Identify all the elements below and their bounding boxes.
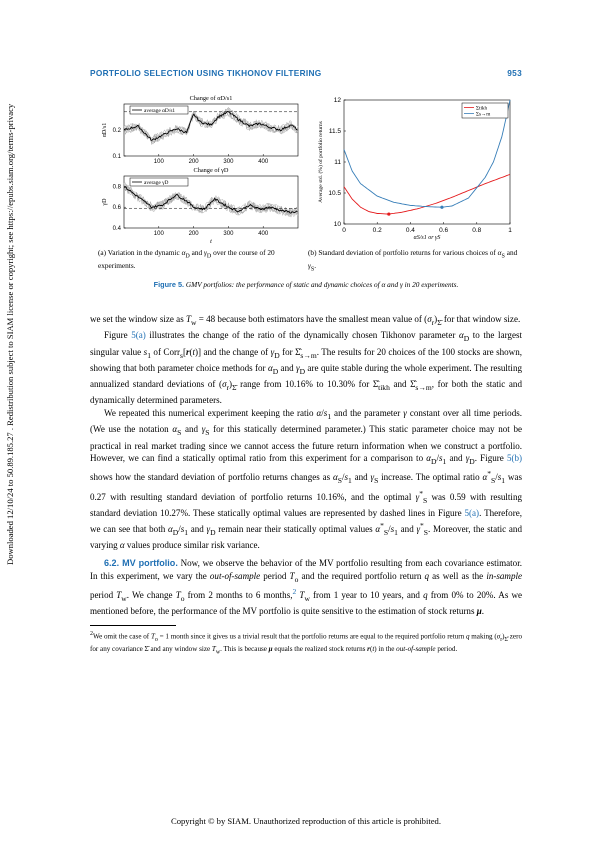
subcaption-a: (a) Variation in the dynamic αD and γD o… <box>98 248 275 271</box>
x-tick-label-1-2: 300 <box>223 231 234 237</box>
paragraph-3: We repeated this numerical experiment ke… <box>90 407 523 550</box>
figure-caption: Figure 5. GMV portfolios: the performanc… <box>90 280 522 289</box>
experiment-line-1-2 <box>123 187 299 216</box>
x-tick-label-0-0: 100 <box>154 159 165 165</box>
section-heading: 6.2. MV portfolio. <box>104 558 178 569</box>
plot-frame-1 <box>123 175 299 229</box>
y-axis-label-b: Average std. (%) of portfolio returns <box>317 121 324 203</box>
figure-5: Change of αD/s1 100 200 300 400 0.1 0.2 average… <box>90 92 522 292</box>
y-tick-label-b-3: 11.5 <box>329 128 342 135</box>
x-tick-label-1-0: 100 <box>154 231 165 237</box>
y-axis-label-0: αD/s1 <box>102 123 108 137</box>
plot-title-1: Change of γD <box>194 167 229 174</box>
x-axis-label-1: t <box>210 238 212 245</box>
plot-frame-b <box>343 99 511 225</box>
legend-box-0 <box>129 105 189 115</box>
series-line-1 <box>343 99 511 208</box>
x-tick-label-0-2: 300 <box>223 159 234 165</box>
x-tick-label-b-2: 0.4 <box>406 227 415 234</box>
y-tick-label-1-1: 0.6 <box>113 205 122 211</box>
legend-box-b <box>461 102 509 119</box>
legend-label-b-1: Σs→m <box>476 112 490 118</box>
copyright-notice: Copyright © by SIAM. Unauthorized reprod… <box>170 816 442 826</box>
paragraph-4: 6.2. MV portfolio. Now, we observe the b… <box>90 558 523 617</box>
body-text: we set the window size as Tw = 48 becaus… <box>90 313 522 618</box>
x-tick-label-0-3: 400 <box>258 159 269 165</box>
y-tick-label-1-2: 0.8 <box>113 184 122 190</box>
running-header: PORTFOLIO SELECTION USING TIKHONOV FILTE… <box>90 68 522 78</box>
legend-label-1: average γD <box>144 180 168 186</box>
experiment-line-1-4 <box>123 185 299 218</box>
legend-label-0: average αD/s1 <box>144 108 175 114</box>
paragraph-1: we set the window size as Tw = 48 becaus… <box>90 314 521 327</box>
x-tick-label-b-3: 0.6 <box>439 227 448 234</box>
y-tick-label-0-0: 0.1 <box>113 154 122 160</box>
y-tick-label-0-1: 0.2 <box>113 128 122 134</box>
figure-caption-text: GMV portfolios: the performance of stati… <box>185 280 459 289</box>
y-axis-label-1: γD <box>102 198 108 207</box>
plot-title-0: Change of αD/s1 <box>190 95 233 102</box>
optimum-marker-0 <box>387 212 391 216</box>
x-axis-label-b: αS/s1 or γS <box>414 235 441 241</box>
average-line-1 <box>124 186 298 214</box>
x-tick-label-b-0: 0 <box>342 227 346 234</box>
x-tick-label-b-4: 0.8 <box>472 227 481 234</box>
experiment-line-1-3 <box>123 182 299 218</box>
page-number: 953 <box>507 68 522 78</box>
optimum-marker-1 <box>440 205 444 209</box>
x-tick-label-b-1: 0.2 <box>373 227 382 234</box>
series-line-0 <box>343 173 511 215</box>
header-title: PORTFOLIO SELECTION USING TIKHONOV FILTE… <box>90 68 322 78</box>
experiment-line-1-5 <box>123 183 299 218</box>
x-tick-label-1-3: 400 <box>258 231 269 237</box>
figure-label: Figure 5. <box>153 280 185 289</box>
footnote-rule <box>90 625 176 626</box>
y-tick-label-b-0: 10 <box>334 221 342 228</box>
download-side-note: Downloaded 12/10/24 to 50.89.185.27 . Re… <box>5 103 15 565</box>
y-tick-label-b-4: 12 <box>334 97 342 104</box>
figure-svg: Change of αD/s1 100 200 300 400 0.1 0.2 average… <box>102 95 512 245</box>
footnote: 2We omit the case of To = 1 month since … <box>90 631 522 656</box>
legend-label-b-0: Σtikh <box>476 106 487 112</box>
x-tick-label-b-5: 1 <box>508 227 512 234</box>
x-tick-label-1-1: 200 <box>189 231 200 237</box>
subcaption-b: (b) Standard deviation of portfolio retu… <box>308 248 518 273</box>
legend-box-1 <box>129 177 189 187</box>
experiment-line-1-0 <box>123 182 299 217</box>
y-tick-label-b-1: 10.5 <box>328 190 341 197</box>
x-tick-label-0-1: 200 <box>189 159 200 165</box>
y-tick-label-1-0: 0.4 <box>113 226 122 232</box>
paragraph-2: Figure 5(a) illustrates the change of th… <box>90 330 523 406</box>
average-line-0 <box>123 111 298 142</box>
y-tick-label-b-2: 11 <box>334 159 341 166</box>
